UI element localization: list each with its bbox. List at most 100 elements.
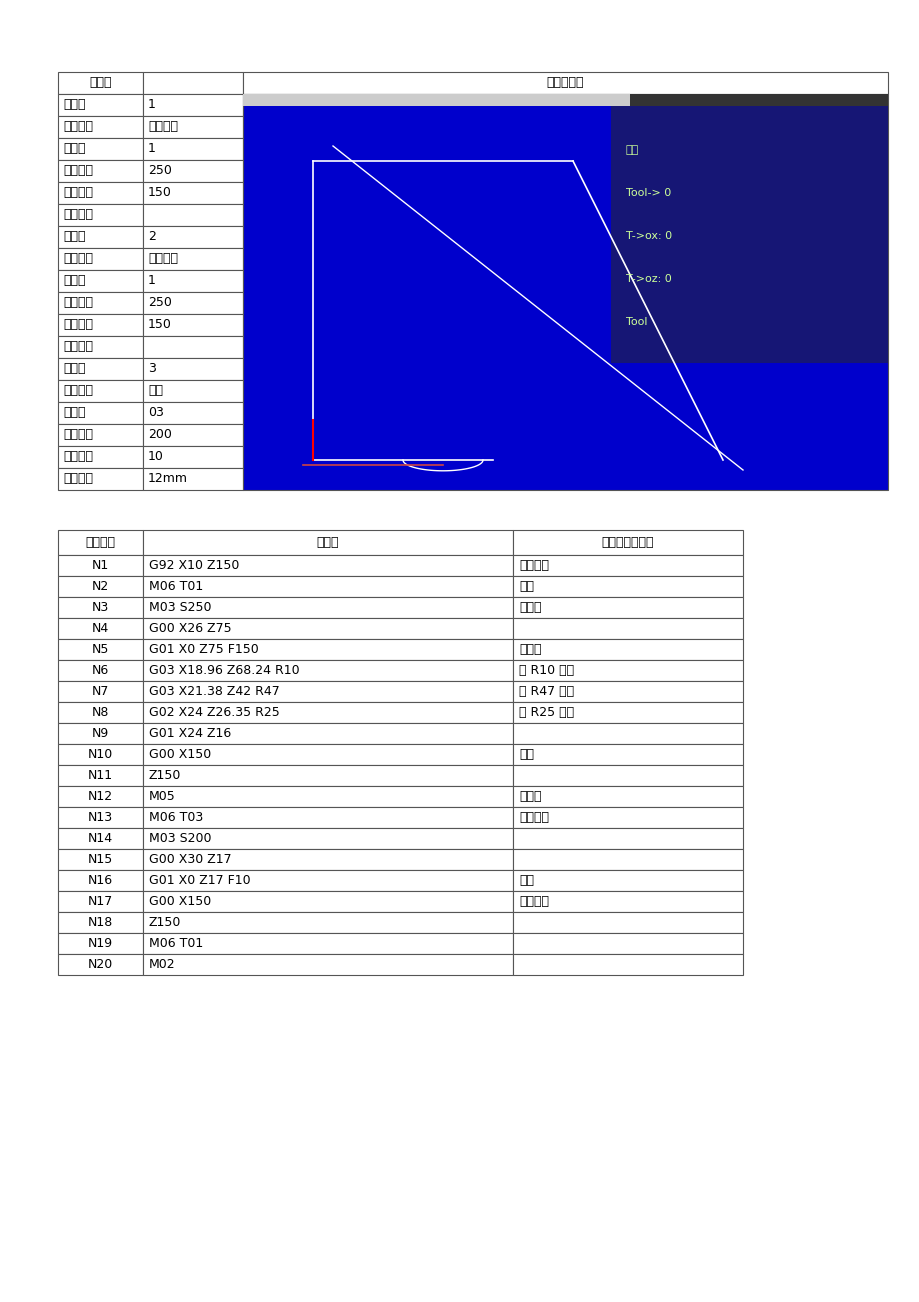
Bar [58, 618, 142, 639]
Bar [142, 660, 513, 681]
Text: Tool-> 0: Tool-> 0 [625, 189, 670, 198]
Bar [58, 891, 142, 911]
Text: 程序段号: 程序段号 [85, 536, 116, 549]
Bar [58, 227, 142, 247]
Bar [243, 94, 887, 490]
Text: 程序段: 程序段 [316, 536, 339, 549]
Bar [142, 870, 513, 891]
Bar [610, 105, 887, 363]
Text: 车 R25 圆弧: 车 R25 圆弧 [518, 706, 573, 719]
Bar [58, 954, 142, 975]
Text: 加工示意图: 加工示意图 [546, 77, 584, 90]
Bar [142, 530, 513, 555]
Bar [513, 681, 743, 702]
Bar [513, 828, 743, 849]
Text: 1: 1 [148, 142, 155, 155]
Text: N16: N16 [88, 874, 113, 887]
Bar [58, 598, 142, 618]
Text: 精车轮廓: 精车轮廓 [148, 253, 177, 266]
Bar [58, 723, 142, 743]
Bar [142, 911, 513, 934]
Text: 程序段功能说明: 程序段功能说明 [601, 536, 653, 549]
Bar [513, 891, 743, 911]
Bar [142, 743, 513, 766]
Text: 3: 3 [148, 362, 155, 375]
Text: G01 X24 Z16: G01 X24 Z16 [149, 727, 231, 740]
Text: T->ox: 0: T->ox: 0 [625, 232, 671, 241]
Bar [58, 336, 142, 358]
Text: M02: M02 [149, 958, 176, 971]
Text: N3: N3 [92, 602, 109, 615]
Text: N15: N15 [88, 853, 113, 866]
Bar [513, 530, 743, 555]
Bar [142, 94, 243, 116]
Text: 150: 150 [148, 319, 172, 332]
Text: 加工内容: 加工内容 [62, 384, 93, 397]
Text: 进给速度: 进给速度 [62, 319, 93, 332]
Text: 退刀: 退刀 [518, 749, 533, 760]
Text: 刀具号: 刀具号 [62, 275, 85, 288]
Text: M03 S250: M03 S250 [149, 602, 211, 615]
Text: 进给速度: 进给速度 [62, 450, 93, 464]
Bar [142, 358, 243, 380]
Bar [142, 786, 513, 807]
Bar [513, 954, 743, 975]
Bar [243, 94, 887, 105]
Bar [513, 639, 743, 660]
Text: G00 X30 Z17: G00 X30 Z17 [149, 853, 232, 866]
Bar [58, 182, 142, 204]
Bar [58, 138, 142, 160]
Bar [513, 660, 743, 681]
Text: G00 X150: G00 X150 [149, 894, 211, 907]
Text: N6: N6 [92, 664, 109, 677]
Bar [58, 116, 142, 138]
Text: N7: N7 [92, 685, 109, 698]
Bar [142, 934, 513, 954]
Bar [513, 702, 743, 723]
Text: N13: N13 [88, 811, 113, 824]
Text: 1: 1 [148, 275, 155, 288]
Bar [58, 380, 142, 402]
Bar [58, 467, 142, 490]
Bar [58, 72, 142, 94]
Bar [58, 204, 142, 227]
Text: 切削深度: 切削深度 [62, 473, 93, 486]
Text: N10: N10 [88, 749, 113, 760]
Bar [142, 270, 243, 292]
Text: 10: 10 [148, 450, 164, 464]
Text: 坐标设定: 坐标设定 [518, 559, 549, 572]
Bar [142, 314, 243, 336]
Bar [58, 314, 142, 336]
Bar [142, 227, 243, 247]
Text: 工步号: 工步号 [89, 77, 111, 90]
Bar [142, 402, 243, 424]
Text: 粗车轮廓: 粗车轮廓 [148, 121, 177, 134]
Bar [513, 934, 743, 954]
Text: 250: 250 [148, 297, 172, 310]
Bar [243, 72, 887, 94]
Bar [142, 639, 513, 660]
Bar [142, 336, 243, 358]
Text: 工步号: 工步号 [62, 99, 85, 112]
Text: 状态: 状态 [625, 146, 638, 155]
Text: M06 T01: M06 T01 [149, 937, 203, 950]
Text: T->oz: 0: T->oz: 0 [625, 273, 671, 284]
Bar [513, 743, 743, 766]
Text: N2: N2 [92, 579, 109, 592]
Bar [142, 247, 243, 270]
Bar [58, 828, 142, 849]
Bar [142, 891, 513, 911]
Bar [58, 447, 142, 467]
Text: 150: 150 [148, 186, 172, 199]
Text: N17: N17 [88, 894, 113, 907]
Text: 工步号: 工步号 [62, 362, 85, 375]
Bar [58, 639, 142, 660]
Bar [58, 743, 142, 766]
Text: N19: N19 [88, 937, 113, 950]
Bar [513, 870, 743, 891]
Bar [142, 723, 513, 743]
Text: G02 X24 Z26.35 R25: G02 X24 Z26.35 R25 [149, 706, 279, 719]
Bar [142, 954, 513, 975]
Bar [58, 270, 142, 292]
Bar [142, 681, 513, 702]
